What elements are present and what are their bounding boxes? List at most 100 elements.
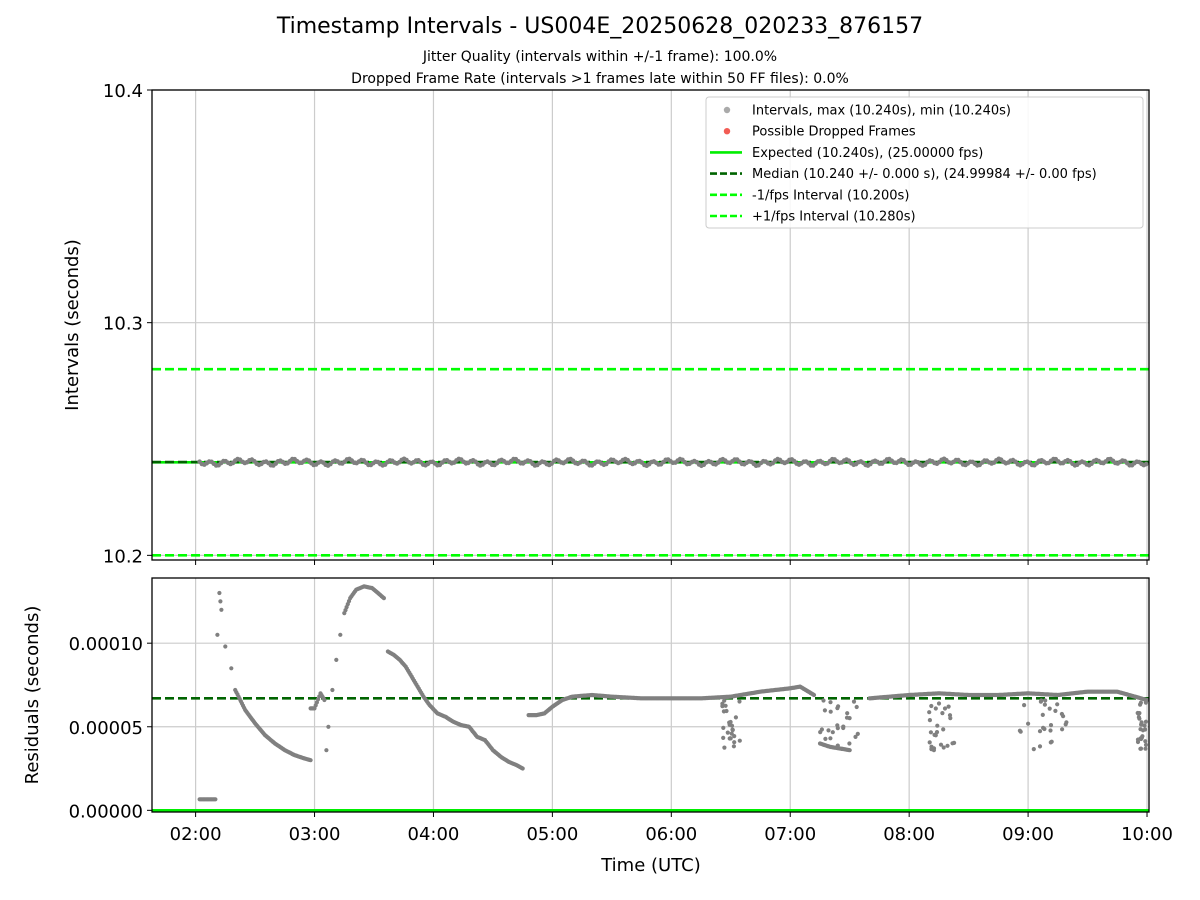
residual-point — [1017, 728, 1023, 733]
intervals-y-tick-label: 10.3 — [103, 314, 143, 335]
residual-point — [1047, 706, 1052, 711]
residual-point — [826, 728, 831, 733]
residual-point — [215, 632, 220, 637]
residual-point — [733, 715, 739, 720]
residual-point — [927, 740, 932, 745]
legend-label: -1/fps Interval (10.200s) — [752, 188, 909, 203]
residual-point — [948, 716, 953, 721]
residuals-panel: 02:00 03:00 04:00 05:00 06:00 07:00 08:00 09:00… — [22, 577, 1173, 876]
residual-point — [1053, 708, 1058, 714]
residual-point — [929, 744, 934, 749]
residual-point — [1143, 700, 1148, 705]
intervals-frame — [151, 89, 1150, 561]
intervals-y-axis-label: Intervals (seconds) — [62, 239, 83, 411]
residual-point — [223, 644, 228, 649]
residual-point — [847, 741, 852, 746]
legend-label: Median (10.240 +/- 0.000 s), (24.99984 +… — [752, 167, 1097, 182]
residual-point — [1142, 723, 1147, 728]
residual-point — [326, 724, 331, 729]
residual-point — [946, 704, 951, 709]
residual-point — [721, 735, 726, 741]
residual-point — [1043, 698, 1048, 703]
residual-point — [1138, 746, 1144, 751]
residual-point — [845, 711, 850, 716]
residuals-x-tick-label: 07:00 — [764, 824, 816, 845]
residuals-x-tick-label: 06:00 — [645, 824, 697, 845]
residual-point — [722, 745, 727, 750]
residual-point — [1143, 727, 1148, 732]
residual-point — [737, 738, 742, 743]
residual-point — [731, 744, 737, 749]
legend: Intervals, max (10.240s), min (10.240s) P… — [705, 96, 1144, 229]
residual-point — [1138, 700, 1143, 705]
residual-point — [941, 745, 946, 750]
residuals-x-tick-label: 09:00 — [1002, 824, 1054, 845]
residual-point — [855, 731, 860, 737]
residual-point — [1143, 742, 1149, 748]
residual-point — [927, 710, 932, 715]
intervals-y-tick-label: 10.2 — [103, 546, 143, 567]
residual-point — [847, 748, 852, 753]
residual-point — [1040, 712, 1045, 718]
residual-point — [853, 734, 858, 740]
residual-point — [931, 748, 937, 753]
residual-point — [932, 732, 937, 738]
residual-point — [1037, 729, 1043, 734]
residual-point — [950, 741, 955, 746]
residual-point — [835, 743, 840, 748]
residual-point — [217, 590, 222, 596]
intervals-panel: 10.2 10.3 10.4 Intervals (seconds) Interva… — [62, 81, 1150, 567]
residual-point — [338, 632, 343, 637]
residual-point — [941, 727, 946, 732]
residuals-axis: 02:00 03:00 04:00 05:00 06:00 07:00 08:00 09:00… — [69, 634, 1173, 845]
residual-point — [721, 725, 726, 731]
chart-subtitle-dropped: Dropped Frame Rate (intervals >1 frames … — [351, 71, 849, 87]
residual-point — [1048, 728, 1053, 733]
residual-point — [828, 700, 833, 705]
residual-point — [1143, 719, 1149, 724]
legend-label: Possible Dropped Frames — [752, 125, 916, 140]
residual-point — [723, 703, 728, 708]
residual-point — [1059, 711, 1064, 717]
residual-point — [1041, 725, 1046, 731]
residual-point — [725, 730, 730, 735]
residual-point — [1135, 737, 1141, 742]
residual-point — [847, 716, 852, 721]
residuals-x-tick-label: 02:00 — [170, 824, 222, 845]
legend-box — [705, 96, 1144, 229]
residuals-y-tick-label: 0.00005 — [69, 718, 143, 739]
residual-point — [1049, 739, 1054, 744]
residual-point — [836, 704, 841, 709]
residual-point — [928, 730, 934, 735]
residual-point — [1022, 703, 1027, 708]
residual-point — [720, 701, 725, 706]
residual-point — [1063, 722, 1068, 727]
residual-point — [308, 758, 313, 763]
residual-point — [818, 730, 823, 735]
residuals-points — [197, 584, 1150, 802]
intervals-points — [197, 456, 1149, 469]
residual-point — [927, 718, 933, 723]
residual-point — [1143, 739, 1148, 744]
residual-point — [835, 726, 840, 731]
residual-point — [942, 706, 948, 711]
residual-point — [1139, 720, 1144, 725]
residual-point — [213, 797, 218, 802]
intervals-y-tick-label: 10.4 — [103, 81, 143, 102]
residual-point — [938, 742, 944, 747]
residuals-frame — [151, 577, 1150, 813]
residual-point — [721, 709, 727, 714]
legend-marker — [723, 106, 731, 114]
residual-point — [219, 607, 224, 612]
legend-marker — [723, 128, 731, 135]
residual-point — [732, 740, 737, 745]
residual-point — [727, 720, 732, 725]
residual-point — [520, 766, 525, 771]
residual-point — [936, 701, 942, 706]
residual-point — [324, 748, 329, 753]
intervals-axis: 10.2 10.3 10.4 — [103, 81, 1148, 567]
residual-point — [823, 736, 828, 742]
residual-point — [1026, 721, 1031, 726]
residuals-x-tick-label: 08:00 — [883, 824, 935, 845]
